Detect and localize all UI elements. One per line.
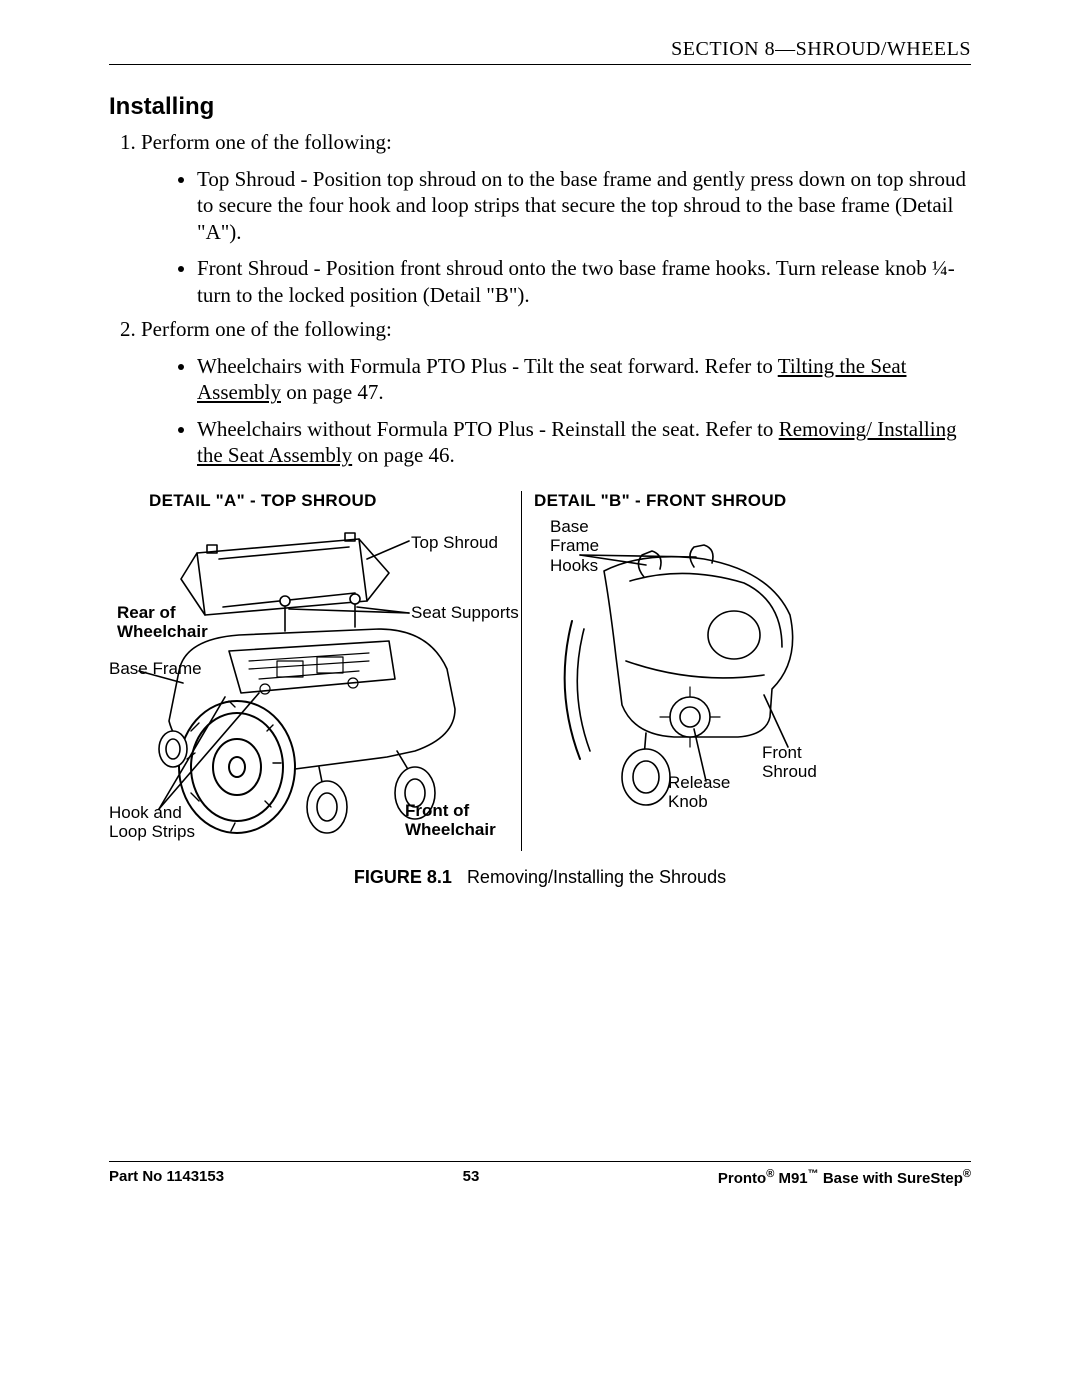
label-base-frame-hooks: Base Frame Hooks (550, 517, 620, 576)
figure-8-1: DETAIL "A" - TOP SHROUD (109, 491, 971, 851)
page-header: SECTION 8—SHROUD/WHEELS (109, 36, 971, 65)
footer-product: Pronto® M91™ Base with SureStep® (718, 1168, 971, 1187)
step-1-bullet-1: Top Shroud - Position top shroud on to t… (197, 166, 971, 245)
label-front-wheelchair: Front of Wheelchair (405, 801, 515, 840)
label-base-frame: Base Frame (109, 659, 202, 679)
step-1-bullets: Top Shroud - Position top shroud on to t… (141, 166, 971, 308)
step-1-bullet-2: Front Shroud - Position front shroud ont… (197, 255, 971, 308)
detail-a-panel: DETAIL "A" - TOP SHROUD (109, 491, 521, 851)
section-label: SECTION 8—SHROUD/WHEELS (671, 38, 971, 60)
page-footer: Part No 1143153 53 Pronto® M91™ Base wit… (109, 1161, 971, 1187)
step-1-intro: Perform one of the following: (141, 130, 392, 154)
figure-title: Removing/Installing the Shrouds (467, 867, 726, 887)
detail-a-title: DETAIL "A" - TOP SHROUD (149, 491, 521, 511)
footer-part-no: Part No 1143153 (109, 1168, 224, 1185)
detail-a-drawing (109, 511, 521, 851)
label-seat-supports: Seat Supports (411, 603, 519, 623)
detail-b-panel: DETAIL "B" - FRONT SHROUD (521, 491, 871, 851)
step-2: Perform one of the following: Wheelchair… (141, 316, 971, 469)
label-release-knob: Release Knob (668, 773, 748, 812)
section-heading: Installing (109, 93, 971, 121)
figure-caption: FIGURE 8.1 Removing/Installing the Shrou… (109, 867, 971, 888)
registered-icon: ® (963, 1168, 971, 1180)
footer-page-number: 53 (463, 1168, 480, 1185)
procedure-list: Perform one of the following: Top Shroud… (109, 129, 971, 469)
label-top-shroud: Top Shroud (411, 533, 498, 553)
step-2-bullets: Wheelchairs with Formula PTO Plus - Tilt… (141, 353, 971, 469)
step-1: Perform one of the following: Top Shroud… (141, 129, 971, 308)
detail-b-title: DETAIL "B" - FRONT SHROUD (534, 491, 871, 511)
label-rear-wheelchair: Rear of Wheelchair (117, 603, 217, 642)
trademark-icon: ™ (808, 1168, 819, 1180)
figure-number: FIGURE 8.1 (354, 867, 452, 887)
step-2-bullet-1: Wheelchairs with Formula PTO Plus - Tilt… (197, 353, 971, 406)
label-front-shroud: Front Shroud (762, 743, 842, 782)
step-2-bullet-2: Wheelchairs without Formula PTO Plus - R… (197, 416, 971, 469)
label-hook-loop: Hook and Loop Strips (109, 803, 209, 842)
step-2-intro: Perform one of the following: (141, 317, 392, 341)
